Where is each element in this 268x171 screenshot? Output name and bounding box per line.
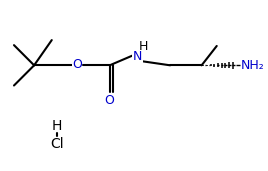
Text: Cl: Cl <box>50 137 64 151</box>
Text: N: N <box>133 50 142 63</box>
Text: O: O <box>105 94 115 107</box>
Text: O: O <box>72 58 82 71</box>
Text: NH₂: NH₂ <box>241 59 265 72</box>
Text: H: H <box>52 119 62 133</box>
Text: H: H <box>139 40 148 53</box>
